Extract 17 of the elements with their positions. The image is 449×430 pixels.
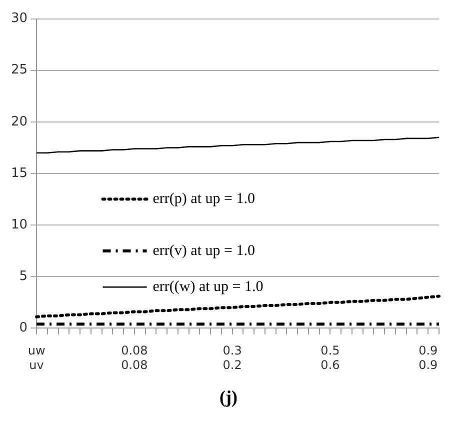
x-tick-label: 0.5 0.6 — [320, 344, 340, 372]
y-tick-label: 10 — [10, 217, 28, 232]
y-tick-label: 30 — [10, 11, 28, 26]
legend-label: err(p) at up = 1.0 — [152, 191, 255, 208]
x-tick-label: 0.3 0.2 — [222, 344, 242, 372]
text: (j) — [218, 387, 238, 408]
y-tick-label: 25 — [10, 62, 28, 78]
y-tick-label: 5 — [19, 269, 28, 284]
x-tick-label: uw uv — [28, 344, 46, 372]
line-series — [35, 294, 440, 318]
y-tick-label: 15 — [10, 166, 28, 181]
y-tick-label: 20 — [10, 114, 28, 130]
legend-label: err(v) at up = 1.0 — [152, 242, 255, 259]
x-tick-label: 0.9 0.9 — [418, 344, 438, 372]
y-tick-label: 0 — [19, 320, 28, 336]
legend-label: err((w) at up = 1.0 — [152, 278, 264, 295]
x-tick-label: 0.08 0.08 — [121, 344, 148, 372]
